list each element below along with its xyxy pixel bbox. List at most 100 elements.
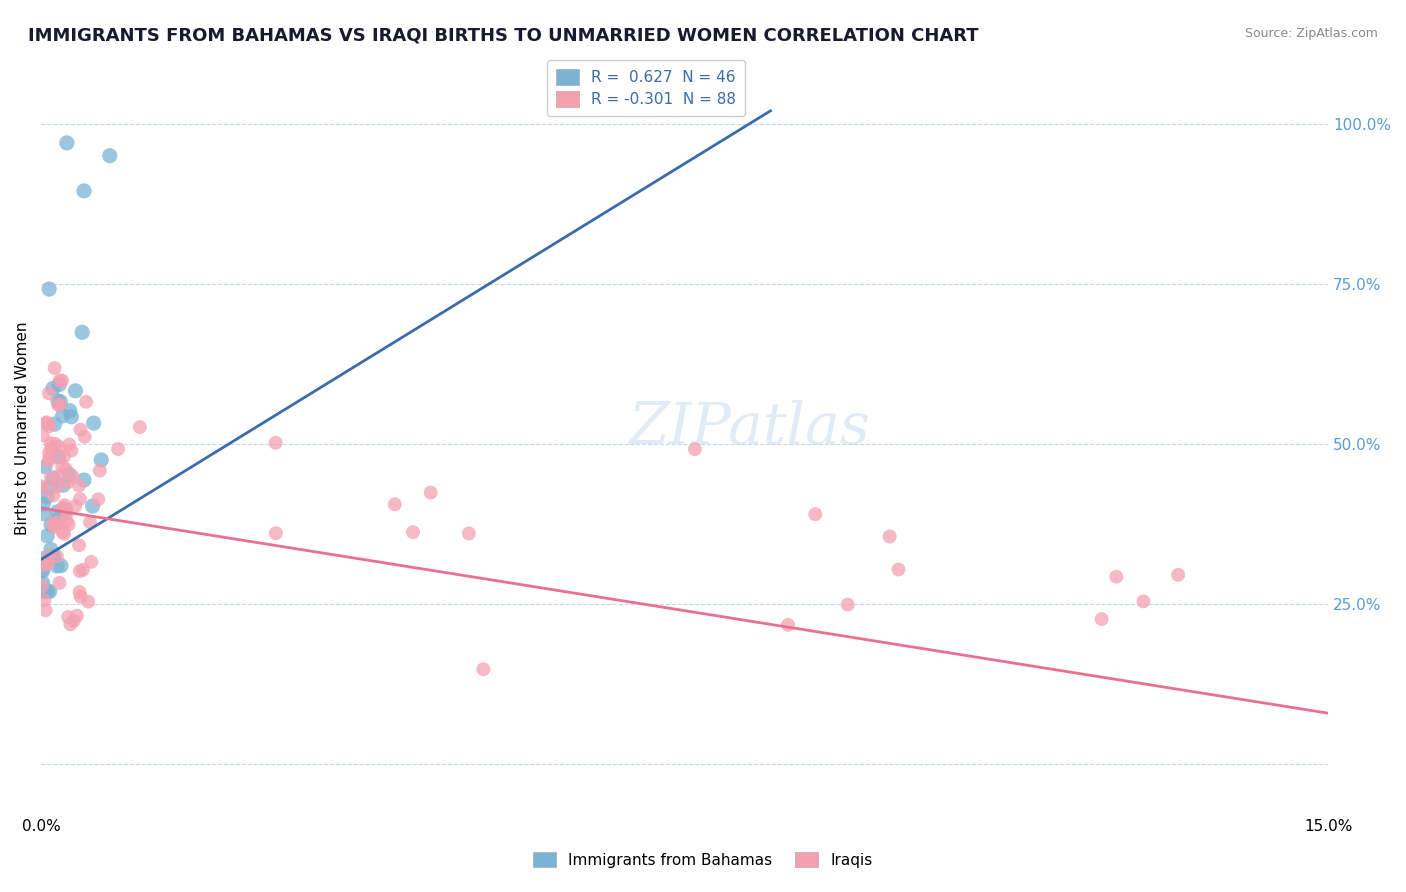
Point <box>38 419 60 434</box>
Point <box>53 526 76 541</box>
Point <box>59 403 82 417</box>
Text: 15.0%: 15.0% <box>1303 819 1353 834</box>
Point <box>34 593 56 607</box>
Point <box>37 557 59 571</box>
Point <box>39 542 62 557</box>
Point <box>34 459 56 474</box>
Point <box>402 525 425 540</box>
Point <box>69 423 91 437</box>
Point <box>56 136 79 150</box>
Point <box>65 384 87 398</box>
Point <box>37 529 59 543</box>
Point <box>49 398 72 412</box>
Legend: Immigrants from Bahamas, Iraqis: Immigrants from Bahamas, Iraqis <box>526 844 880 875</box>
Point <box>42 520 65 534</box>
Point <box>44 437 66 451</box>
Point <box>34 584 56 599</box>
Point <box>53 503 76 517</box>
Point <box>264 435 287 450</box>
Point <box>69 564 91 578</box>
Point <box>42 549 65 563</box>
Point <box>42 516 65 530</box>
Point <box>48 440 70 454</box>
Point <box>39 451 62 466</box>
Point <box>1132 594 1154 608</box>
Point <box>69 491 91 506</box>
Point <box>58 437 80 451</box>
Point <box>73 184 96 198</box>
Point <box>48 377 70 392</box>
Point <box>128 420 150 434</box>
Point <box>38 481 60 495</box>
Point <box>51 374 73 388</box>
Point <box>419 485 441 500</box>
Point <box>887 562 910 576</box>
Point <box>59 617 82 632</box>
Point <box>80 555 103 569</box>
Point <box>879 529 901 543</box>
Point <box>31 551 53 566</box>
Point <box>42 381 65 395</box>
Point <box>89 464 111 478</box>
Point <box>41 442 63 456</box>
Point <box>32 497 55 511</box>
Point <box>48 374 70 388</box>
Point <box>837 598 859 612</box>
Point <box>264 526 287 541</box>
Point <box>90 453 112 467</box>
Point <box>62 469 84 483</box>
Point <box>98 149 121 163</box>
Point <box>46 479 69 493</box>
Point <box>37 584 59 599</box>
Point <box>776 617 799 632</box>
Point <box>31 576 53 591</box>
Point <box>48 468 70 483</box>
Point <box>52 500 75 515</box>
Point <box>1091 612 1114 626</box>
Point <box>384 497 406 511</box>
Point <box>32 428 55 442</box>
Point <box>56 475 79 490</box>
Point <box>38 453 60 467</box>
Point <box>46 394 69 409</box>
Point <box>38 386 60 401</box>
Point <box>45 559 67 574</box>
Point <box>77 594 100 608</box>
Point <box>66 608 89 623</box>
Point <box>44 361 66 376</box>
Point <box>69 590 91 604</box>
Y-axis label: Births to Unmarried Women: Births to Unmarried Women <box>15 321 30 535</box>
Point <box>56 506 79 520</box>
Point <box>457 526 479 541</box>
Point <box>35 490 58 504</box>
Point <box>42 551 65 566</box>
Point <box>31 579 53 593</box>
Point <box>1167 567 1189 582</box>
Point <box>46 505 69 519</box>
Point <box>52 409 75 423</box>
Point <box>75 394 97 409</box>
Point <box>67 538 90 552</box>
Point <box>87 492 110 507</box>
Point <box>51 458 73 473</box>
Point <box>35 417 58 431</box>
Point <box>65 499 87 513</box>
Point <box>1105 570 1128 584</box>
Point <box>31 479 53 493</box>
Point <box>58 467 80 482</box>
Point <box>804 507 827 521</box>
Point <box>39 436 62 450</box>
Point <box>69 585 91 599</box>
Point <box>51 524 73 539</box>
Point <box>52 478 75 492</box>
Point <box>46 398 69 412</box>
Point <box>49 394 72 409</box>
Point <box>72 563 94 577</box>
Point <box>67 478 90 492</box>
Point <box>39 471 62 485</box>
Point <box>70 326 93 340</box>
Point <box>58 517 80 532</box>
Point <box>34 584 56 599</box>
Point <box>52 450 75 464</box>
Point <box>49 558 72 573</box>
